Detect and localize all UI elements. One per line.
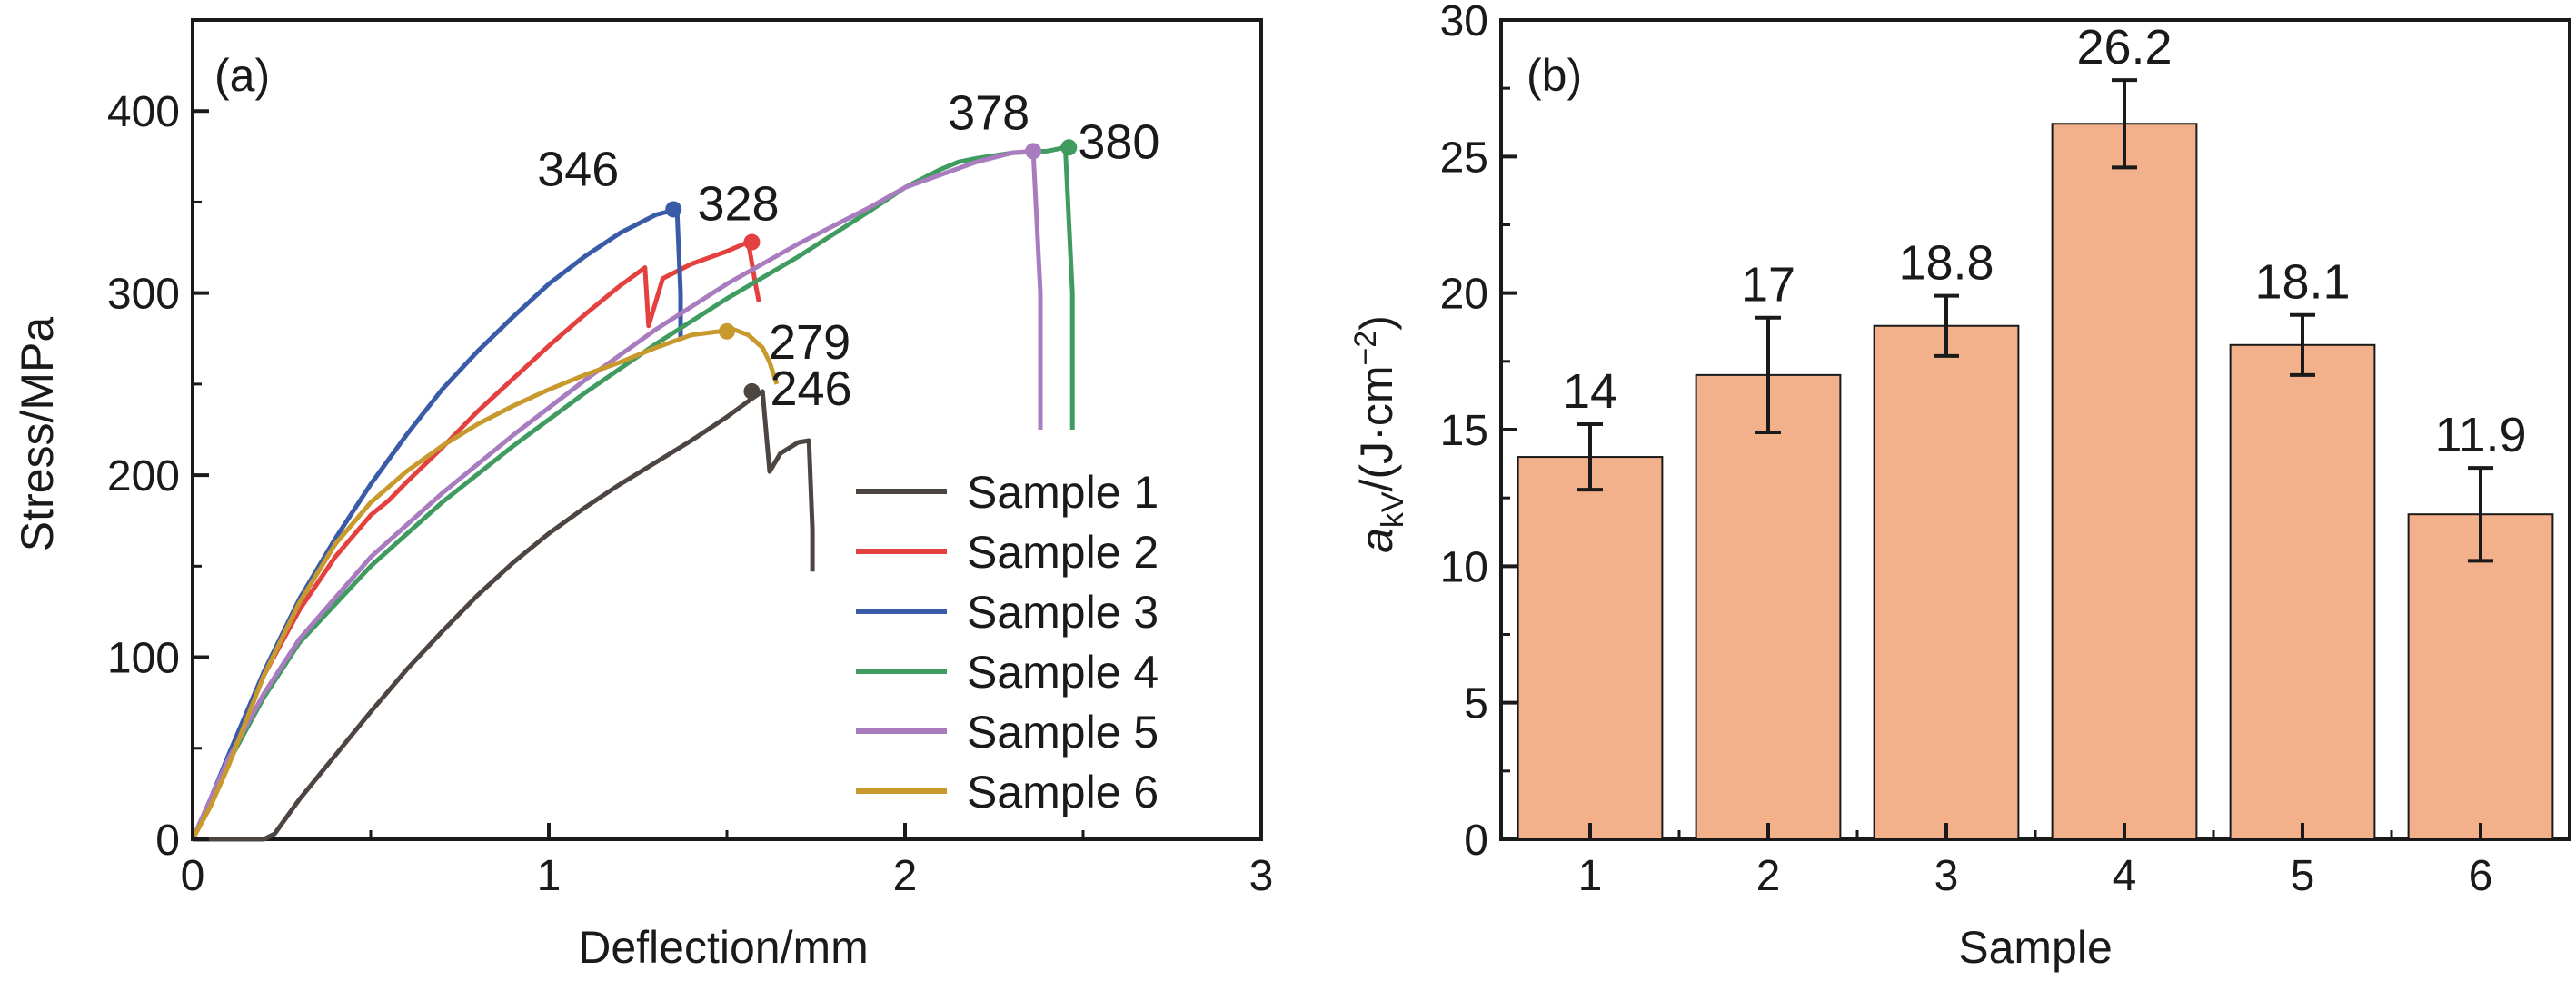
a-y-tick-label: 200 bbox=[107, 452, 180, 500]
b-x-tick-label: 3 bbox=[1934, 852, 1959, 900]
b-ylabel-close: ) bbox=[1351, 315, 1402, 331]
b-ylabel-superscript: −2 bbox=[1348, 331, 1383, 366]
a-series-line-sample-1 bbox=[193, 389, 815, 842]
panel-b-x-axis-title: Sample bbox=[1958, 922, 2113, 973]
a-peak-marker-sample-6 bbox=[719, 322, 735, 340]
a-peak-marker-sample-4 bbox=[1060, 139, 1078, 156]
a-legend-label-sample-3: Sample 3 bbox=[967, 587, 1159, 638]
panel-b-y-axis-title: akV/(J·cm−2) bbox=[1348, 315, 1410, 553]
a-peak-marker-sample-5 bbox=[1025, 143, 1042, 160]
a-peak-label-sample-6: 279 bbox=[769, 315, 850, 370]
a-x-tick-label: 2 bbox=[893, 852, 918, 900]
a-legend-label-sample-6: Sample 6 bbox=[967, 767, 1159, 818]
b-y-tick-label: 5 bbox=[1464, 680, 1488, 728]
a-x-tick-label: 3 bbox=[1249, 852, 1274, 900]
panel-b-axis-ticks: 1 2 3 4 5 6 0 5 10 15 20 25 30 bbox=[1440, 0, 2493, 900]
panel-a-legend: Sample 1 Sample 2 Sample 3 Sample 4 Sample 5… bbox=[856, 467, 1159, 818]
b-ylabel-subscript: kV bbox=[1376, 491, 1410, 528]
panel-a-x-axis-title: Deflection/mm bbox=[578, 922, 869, 973]
b-y-tick-label: 15 bbox=[1440, 407, 1488, 455]
panel-b-bars: 14 17 18.8 26.2 18.1 11.9 bbox=[1517, 20, 2554, 841]
b-y-tick-label: 0 bbox=[1464, 817, 1488, 865]
b-y-tick-label: 25 bbox=[1440, 134, 1488, 182]
a-peak-marker-sample-2 bbox=[743, 233, 761, 251]
b-y-tick-label: 20 bbox=[1440, 271, 1488, 319]
b-ylabel-units: /(J·cm bbox=[1351, 366, 1402, 492]
b-value-label-sample-5: 18.1 bbox=[2254, 255, 2350, 310]
b-bar-sample-2 bbox=[1695, 373, 1842, 840]
a-legend-label-sample-4: Sample 4 bbox=[967, 647, 1159, 698]
panel-b-label: (b) bbox=[1527, 50, 1582, 101]
b-bar-sample-3 bbox=[1873, 324, 2020, 841]
a-legend-label-sample-1: Sample 1 bbox=[967, 467, 1159, 518]
a-peak-label-sample-4: 380 bbox=[1078, 114, 1159, 169]
b-value-label-sample-1: 14 bbox=[1563, 364, 1617, 419]
b-bar-sample-4 bbox=[2051, 123, 2198, 840]
b-ylabel-symbol: a bbox=[1351, 528, 1402, 553]
b-y-tick-label: 10 bbox=[1440, 543, 1488, 591]
a-y-tick-label: 300 bbox=[107, 271, 180, 319]
b-x-tick-label: 1 bbox=[1578, 852, 1603, 900]
b-x-tick-label: 6 bbox=[2469, 852, 2493, 900]
panel-a-axis-ticks: 0 1 2 3 0 100 200 300 400 bbox=[107, 88, 1273, 900]
panel-a-stress-deflection-chart: 246 328 346 380 378 279 0 1 2 3 0 100 200 300 400 (a)… bbox=[12, 18, 1273, 973]
b-y-tick-label: 30 bbox=[1440, 0, 1488, 45]
b-bar-sample-5 bbox=[2229, 343, 2376, 840]
a-series-line-sample-3 bbox=[190, 207, 683, 841]
a-legend-label-sample-2: Sample 2 bbox=[967, 527, 1159, 578]
a-y-tick-label: 0 bbox=[155, 817, 180, 865]
a-x-tick-label: 1 bbox=[537, 852, 562, 900]
b-value-label-sample-2: 17 bbox=[1741, 258, 1795, 312]
b-bar-sample-6 bbox=[2407, 513, 2554, 840]
a-y-tick-label: 100 bbox=[107, 635, 180, 683]
a-legend-label-sample-5: Sample 5 bbox=[967, 707, 1159, 758]
a-series-line-sample-5 bbox=[190, 148, 1043, 841]
a-peak-label-sample-2: 328 bbox=[697, 177, 779, 232]
a-y-tick-label: 400 bbox=[107, 88, 180, 136]
panel-a-peak-labels: 246 328 346 380 378 279 bbox=[537, 85, 1159, 416]
a-peak-label-sample-3: 346 bbox=[537, 142, 619, 196]
b-value-label-sample-4: 26.2 bbox=[2076, 20, 2172, 74]
b-x-tick-label: 4 bbox=[2113, 852, 2137, 900]
a-x-tick-label: 0 bbox=[181, 852, 205, 900]
a-peak-marker-sample-1 bbox=[743, 382, 761, 400]
b-value-label-sample-6: 11.9 bbox=[2434, 408, 2526, 462]
a-peak-label-sample-1: 246 bbox=[770, 362, 851, 416]
b-x-tick-label: 2 bbox=[1756, 852, 1781, 900]
a-peak-marker-sample-3 bbox=[665, 201, 682, 218]
b-x-tick-label: 5 bbox=[2291, 852, 2315, 900]
panel-a-y-axis-title: Stress/MPa bbox=[12, 317, 63, 552]
a-series-line-sample-6 bbox=[190, 327, 780, 841]
a-peak-label-sample-5: 378 bbox=[948, 85, 1029, 140]
b-bar-sample-1 bbox=[1517, 456, 1664, 840]
b-value-label-sample-3: 18.8 bbox=[1898, 236, 1994, 291]
panel-a-label: (a) bbox=[214, 50, 270, 101]
